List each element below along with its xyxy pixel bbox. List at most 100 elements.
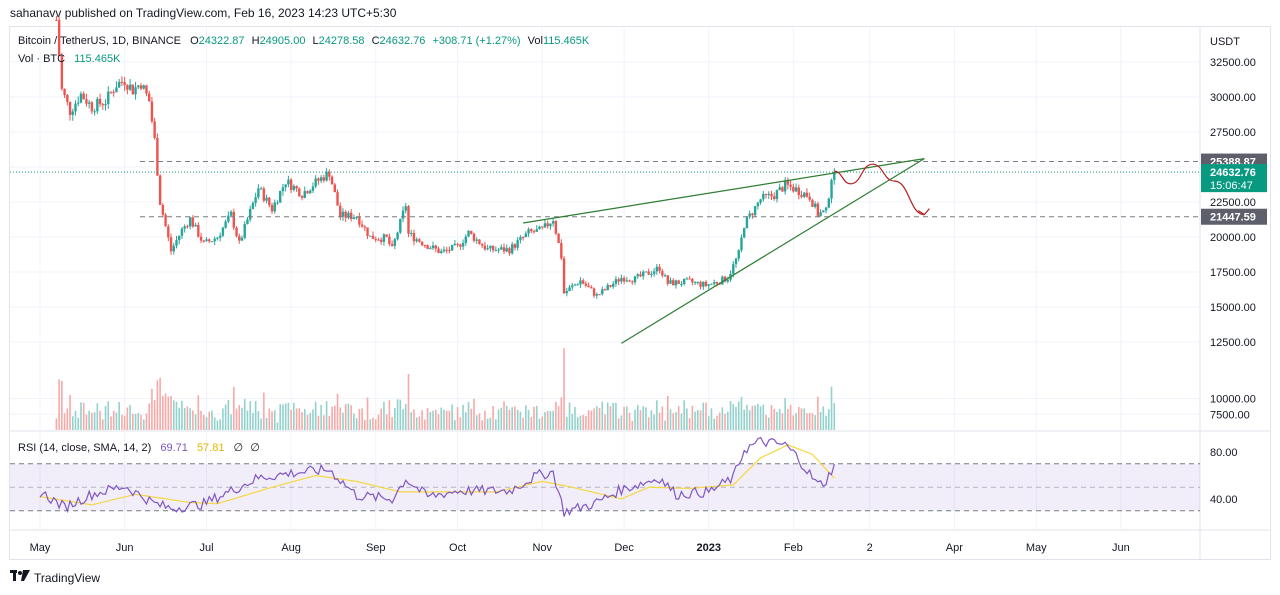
volume-bar <box>205 417 208 430</box>
candle-body <box>464 236 468 243</box>
volume-bar <box>535 405 538 430</box>
volume-bar <box>424 419 426 430</box>
candle-body <box>426 245 429 249</box>
candle-body <box>639 274 642 277</box>
volume-bar <box>773 409 776 430</box>
volume-bar <box>227 400 230 430</box>
candle-body <box>328 171 331 177</box>
rsi-extra-2: ∅ <box>250 442 260 454</box>
volume-label: Vol <box>527 35 543 47</box>
candle-body <box>541 226 544 228</box>
volume-bar <box>748 410 751 430</box>
candle-body <box>688 278 691 280</box>
volume-bar <box>432 410 434 430</box>
candle-body <box>573 284 577 286</box>
candle-body <box>101 104 104 106</box>
candle-body <box>773 196 776 200</box>
candle-body <box>489 245 492 249</box>
volume-bar <box>533 406 535 430</box>
candle-body <box>112 92 115 94</box>
volume-bar <box>636 405 639 430</box>
candle-body <box>167 226 170 238</box>
volume-bar <box>112 410 115 430</box>
candle-body <box>704 281 708 286</box>
candle-body <box>674 280 678 286</box>
volume-bar <box>399 399 402 430</box>
candle-body <box>399 218 402 233</box>
tradingview-logo-icon <box>10 570 30 585</box>
candle-body <box>213 238 216 242</box>
candle-body <box>388 236 391 244</box>
volume-bar <box>817 396 819 430</box>
price-tick-label: 15000.00 <box>1210 302 1256 314</box>
volume-bar <box>448 410 451 430</box>
candle-body <box>71 111 74 115</box>
candle-body <box>309 190 312 194</box>
price-tick-label: 17500.00 <box>1210 267 1256 279</box>
rsi-label[interactable]: RSI (14, close, SMA, 14, 2) <box>18 442 152 454</box>
volume-bar <box>404 404 407 430</box>
trendline <box>621 158 925 344</box>
volume-bar <box>538 418 541 430</box>
candle-body <box>156 137 159 176</box>
candle-body <box>109 91 113 93</box>
candle-body <box>333 184 336 193</box>
volume-bar <box>303 408 306 430</box>
candle-body <box>262 188 266 201</box>
candle-body <box>519 237 522 241</box>
volume-bar <box>800 408 803 430</box>
volume-bar <box>530 417 533 430</box>
candle-body <box>734 258 738 265</box>
volume-bar <box>123 415 126 430</box>
volume-bar <box>118 402 120 430</box>
volume-bar <box>664 420 666 430</box>
candle-body <box>500 247 503 250</box>
close-value: 24632.76 <box>379 35 426 47</box>
candle-body <box>404 206 407 211</box>
low-label: L <box>312 35 319 47</box>
volume-bar <box>699 410 702 430</box>
footer-brand[interactable]: TradingView <box>34 570 101 585</box>
candle-body <box>371 235 375 239</box>
price-legend: Bitcoin / TetherUS, 1D, BINANCE O24322.8… <box>18 35 589 47</box>
volume-bar <box>505 406 508 430</box>
volume-bar <box>194 414 197 430</box>
candle-body <box>642 271 645 277</box>
candle-body <box>423 245 427 247</box>
volume-bar <box>55 418 58 430</box>
volume-bar <box>71 416 74 430</box>
symbol-label[interactable]: Bitcoin / TetherUS, 1D, BINANCE <box>18 35 182 47</box>
candle-body <box>161 204 165 215</box>
candle-body <box>415 239 418 242</box>
volume-row-value: 115.465K <box>74 53 121 65</box>
candle-body <box>311 186 315 191</box>
date-tick-label: Feb <box>784 542 803 554</box>
candle-body <box>770 193 773 197</box>
candle-body <box>601 289 604 295</box>
candle-body <box>175 240 178 246</box>
volume-bar <box>776 411 778 430</box>
volume-row-label[interactable]: Vol · BTC <box>18 53 66 65</box>
rsi-sma-line <box>39 444 835 506</box>
volume-bar <box>787 408 789 430</box>
candle-body <box>349 212 353 219</box>
volume-bar <box>806 413 808 430</box>
candle-body <box>115 87 118 93</box>
candle-body <box>194 224 197 227</box>
volume-bar <box>634 409 636 430</box>
volume-bar <box>197 395 200 430</box>
volume-bar <box>309 413 312 430</box>
candle-body <box>317 178 320 181</box>
volume-bar <box>721 407 724 430</box>
volume-bar <box>295 408 298 430</box>
volume-bar <box>241 407 243 430</box>
candle-body <box>412 232 416 242</box>
candle-body <box>178 235 181 241</box>
candle-body <box>268 197 271 206</box>
volume-bar <box>514 406 516 430</box>
volume-bar <box>707 416 710 430</box>
candle-body <box>652 271 656 274</box>
volume-bar <box>132 413 134 430</box>
volume-bar <box>795 413 797 430</box>
